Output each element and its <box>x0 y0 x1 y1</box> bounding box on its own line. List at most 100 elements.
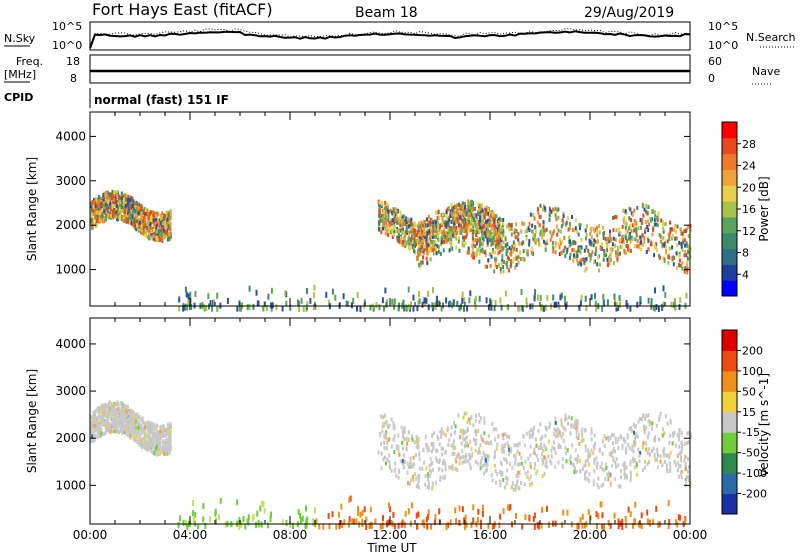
data-cell <box>388 459 391 464</box>
data-cell <box>102 197 105 202</box>
data-cell <box>575 418 578 423</box>
data-cell <box>633 228 636 233</box>
data-cell <box>452 227 455 232</box>
data-cell <box>441 430 444 435</box>
data-cell <box>90 204 93 209</box>
data-cell <box>470 253 473 258</box>
data-cell <box>588 479 591 483</box>
data-cell <box>655 457 658 462</box>
data-cell <box>515 247 518 252</box>
data-cell <box>418 243 421 248</box>
data-cell <box>581 522 584 529</box>
data-cell <box>422 249 425 254</box>
data-cell <box>383 441 386 445</box>
data-cell <box>498 232 501 237</box>
data-cell <box>585 236 587 241</box>
data-cell <box>474 429 477 434</box>
data-cell <box>662 449 665 453</box>
data-cell <box>537 237 540 242</box>
data-cell <box>669 468 672 473</box>
data-cell <box>469 466 472 471</box>
data-cell <box>496 434 499 439</box>
data-cell <box>425 516 428 523</box>
data-cell <box>285 520 288 527</box>
data-cell <box>397 219 400 224</box>
data-cell <box>401 446 404 451</box>
data-cell <box>539 214 542 219</box>
data-cell <box>113 190 116 195</box>
data-cell <box>554 213 557 218</box>
data-cell <box>411 434 413 439</box>
data-cell <box>124 193 127 198</box>
data-cell <box>669 433 672 438</box>
n-sky-tick-top: 10^5 <box>52 20 82 33</box>
data-cell <box>513 454 515 459</box>
data-cell <box>591 250 594 255</box>
data-cell <box>144 224 147 229</box>
data-cell <box>128 219 131 224</box>
data-cell <box>120 197 123 202</box>
data-cell <box>690 228 692 233</box>
data-cell <box>574 228 577 233</box>
data-cell <box>481 511 484 517</box>
data-cell <box>483 224 486 229</box>
data-cell <box>584 444 587 449</box>
data-cell <box>406 241 409 246</box>
data-cell <box>146 226 149 231</box>
data-cell <box>90 207 93 212</box>
colorbar-segment <box>722 137 737 155</box>
data-cell <box>543 239 545 244</box>
data-cell <box>383 213 386 218</box>
data-cell <box>151 210 154 215</box>
data-cell <box>177 521 180 528</box>
data-cell <box>623 471 626 476</box>
data-cell <box>100 218 103 223</box>
data-cell <box>151 422 154 427</box>
data-cell <box>166 446 169 451</box>
data-cell <box>305 522 308 529</box>
data-cell <box>125 413 128 418</box>
data-cell <box>185 291 188 298</box>
data-cell <box>427 475 429 480</box>
data-cell <box>111 209 114 214</box>
data-cell <box>440 446 443 451</box>
data-cell <box>112 424 115 429</box>
data-cell <box>118 415 121 420</box>
data-cell <box>506 255 509 260</box>
data-cell <box>452 205 455 210</box>
data-cell <box>472 243 475 248</box>
data-cell <box>452 225 455 230</box>
data-cell <box>581 513 584 520</box>
data-cell <box>518 486 521 491</box>
data-cell <box>393 210 396 215</box>
data-cell <box>511 244 514 249</box>
data-cell <box>647 205 650 210</box>
data-cell <box>586 477 589 482</box>
data-cell <box>209 516 211 523</box>
data-cell <box>128 198 131 203</box>
data-cell <box>386 204 389 209</box>
data-cell <box>643 207 646 212</box>
data-cell <box>661 433 664 438</box>
data-cell <box>156 429 159 434</box>
data-cell <box>429 234 432 239</box>
data-cell <box>94 197 97 202</box>
data-cell <box>169 211 172 216</box>
data-cell <box>593 446 596 451</box>
data-cell <box>642 213 645 218</box>
data-cell <box>137 431 140 436</box>
data-cell <box>159 213 162 218</box>
data-cell <box>678 263 680 268</box>
data-cell <box>205 305 208 311</box>
data-cell <box>162 224 165 229</box>
data-cell <box>629 239 632 244</box>
data-cell <box>168 220 171 225</box>
data-cell <box>558 245 561 250</box>
data-cell <box>473 437 475 442</box>
data-cell <box>555 217 558 222</box>
data-cell <box>455 459 458 464</box>
data-cell <box>575 429 578 434</box>
data-cell <box>650 303 653 310</box>
data-cell <box>157 229 160 234</box>
data-cell <box>448 215 451 220</box>
